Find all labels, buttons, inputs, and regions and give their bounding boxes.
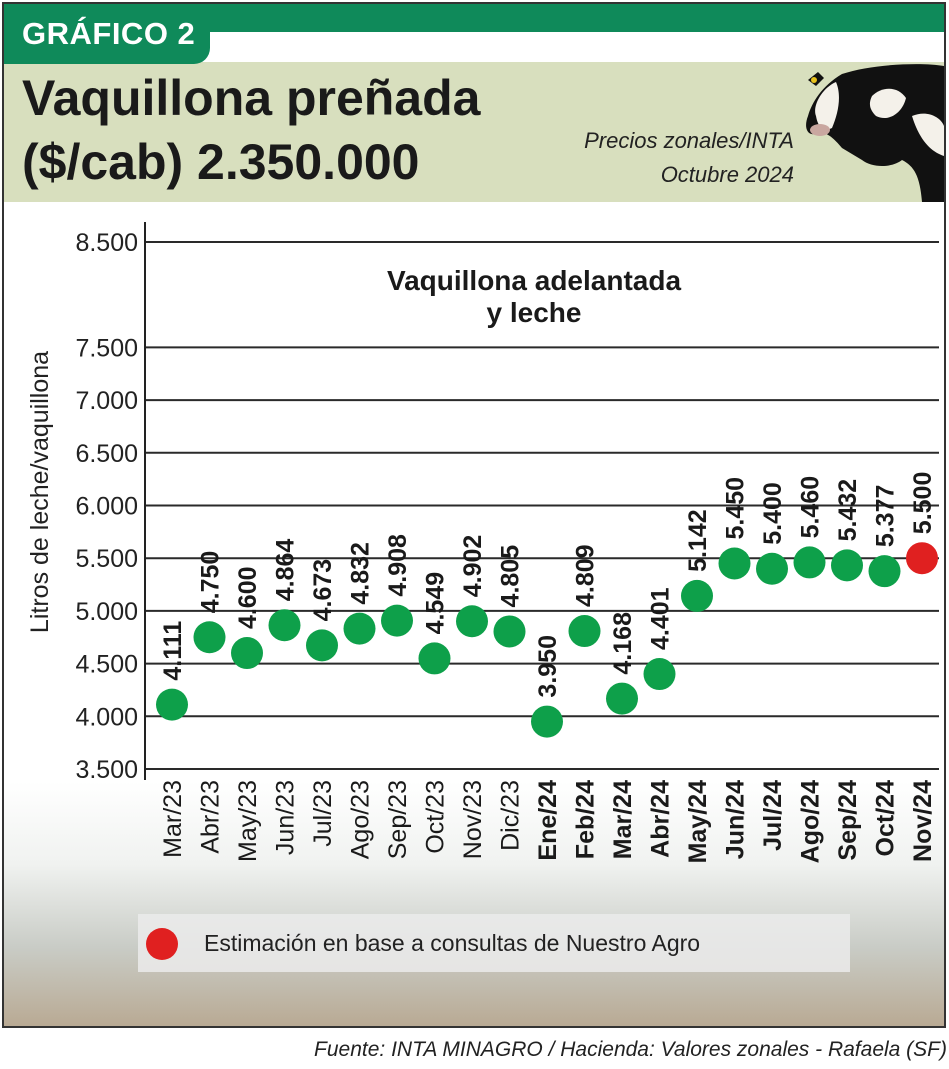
- chart-area: 3.500 4.000 4.500 5.000 5.500 6.000 6.500 7.000…: [4, 202, 944, 1026]
- y-tick-label: 7.000: [75, 387, 138, 415]
- gridlines: [145, 241, 939, 770]
- graphic-tag-label: GRÁFICO 2: [22, 16, 196, 51]
- data-point: [493, 615, 526, 648]
- value-label: 4.750: [197, 551, 225, 614]
- y-tick-labels: 3.500 4.000 4.500 5.000 5.500 6.000 6.500 7.000…: [75, 229, 138, 784]
- y-tick-label: 4.000: [75, 703, 138, 731]
- x-tick-label: Feb/24: [572, 780, 600, 859]
- value-label: 3.950: [534, 635, 562, 698]
- data-point: [381, 604, 413, 637]
- chart-title-line-1: Vaquillona adelantada: [387, 265, 682, 296]
- data-point: [531, 705, 563, 738]
- graphic-tag: GRÁFICO 2: [4, 4, 210, 64]
- value-label: 5.460: [797, 476, 825, 539]
- x-tick-label: Jun/23: [272, 780, 300, 855]
- value-label: 5.377: [872, 485, 900, 548]
- legend-text: Estimación en base a consultas de Nuestr…: [204, 930, 701, 956]
- y-tick-label: 4.500: [75, 651, 138, 679]
- value-label: 4.401: [647, 587, 675, 650]
- value-label: 4.902: [459, 535, 487, 598]
- x-tick-label: Oct/24: [872, 780, 900, 857]
- value-label: 5.432: [834, 479, 862, 542]
- estimate-point: [906, 542, 938, 575]
- data-points: 4.111 4.750 4.600 4.864 4.673 4.832 4.908 4.549…: [156, 472, 938, 738]
- value-label: 4.111: [159, 621, 187, 681]
- y-tick-label: 5.500: [75, 545, 138, 573]
- x-tick-label: Jun/24: [722, 780, 750, 859]
- x-tick-label: Dic/23: [497, 780, 525, 851]
- source-line-1: Precios zonales/INTA: [584, 128, 794, 153]
- data-point: [643, 658, 676, 691]
- data-point: [156, 688, 188, 721]
- infographic-frame: GRÁFICO 2 Vaquillona preñada ($/cab) 2.3…: [2, 2, 946, 1028]
- data-point: [193, 621, 226, 654]
- value-label: 5.400: [759, 482, 787, 545]
- data-point: [831, 549, 863, 582]
- headline-line-1: Vaquillona preñada: [22, 70, 481, 126]
- data-point: [868, 555, 901, 588]
- y-tick-label: 6.000: [75, 493, 138, 521]
- value-label: 4.805: [497, 545, 525, 608]
- value-label: 4.908: [384, 534, 412, 597]
- x-tick-label: Jul/24: [759, 780, 787, 851]
- header-panel: [4, 62, 944, 202]
- x-tick-label: Ago/24: [797, 780, 825, 863]
- data-point: [306, 629, 338, 662]
- y-tick-label: 3.500: [75, 756, 138, 784]
- data-point: [456, 605, 488, 638]
- value-label: 5.500: [909, 472, 937, 535]
- x-tick-label: Mar/23: [159, 780, 187, 858]
- data-point: [756, 552, 788, 585]
- x-tick-label: Nov/23: [459, 780, 487, 859]
- data-point: [718, 547, 751, 580]
- x-tick-labels: Mar/23 Abr/23 May/23 Jun/23 Jul/23 Ago/23 Sep/…: [159, 780, 937, 863]
- data-point: [568, 615, 601, 648]
- data-point: [681, 579, 713, 612]
- scatter-chart: 3.500 4.000 4.500 5.000 5.500 6.000 6.500 7.000…: [26, 222, 939, 863]
- source-line-2: Octubre 2024: [660, 162, 794, 187]
- chart-title-line-2: y leche: [487, 297, 582, 328]
- value-label: 5.142: [684, 509, 712, 572]
- value-label: 5.450: [722, 477, 750, 540]
- x-tick-label: Mar/24: [609, 780, 637, 859]
- x-tick-label: Ago/23: [347, 780, 375, 859]
- x-tick-label: Nov/24: [909, 780, 937, 862]
- data-point: [231, 637, 263, 670]
- value-label: 4.864: [272, 539, 300, 602]
- x-tick-label: May/23: [234, 780, 262, 862]
- x-tick-label: Oct/23: [422, 780, 450, 854]
- x-tick-label: Sep/23: [384, 780, 412, 859]
- cow-illustration: [806, 64, 944, 202]
- data-point: [343, 612, 376, 645]
- y-tick-label: 6.500: [75, 440, 138, 468]
- x-tick-label: Ene/24: [534, 780, 562, 861]
- y-tick-label: 7.500: [75, 334, 138, 362]
- data-point: [606, 682, 638, 715]
- value-label: 4.600: [234, 566, 262, 629]
- data-point: [268, 609, 301, 642]
- value-label: 4.168: [609, 612, 637, 675]
- y-tick-label: 8.500: [75, 229, 138, 257]
- x-tick-label: Abr/24: [647, 780, 675, 858]
- x-tick-label: Jul/23: [309, 780, 337, 847]
- headline-line-2: ($/cab) 2.350.000: [22, 134, 420, 190]
- data-point: [418, 642, 451, 675]
- value-label: 4.832: [347, 542, 375, 605]
- x-tick-label: May/24: [684, 780, 712, 863]
- y-axis-label: Litros de leche/vaquillona: [26, 351, 54, 633]
- estimate-marker-icon: [146, 928, 178, 960]
- value-label: 4.549: [422, 572, 450, 635]
- legend: Estimación en base a consultas de Nuestr…: [138, 914, 850, 972]
- value-label: 4.809: [572, 544, 600, 607]
- x-tick-label: Sep/24: [834, 780, 862, 861]
- data-point: [793, 546, 826, 579]
- source-footer: Fuente: INTA MINAGRO / Hacienda: Valores…: [314, 1038, 947, 1061]
- x-tick-label: Abr/23: [197, 780, 225, 854]
- value-label: 4.673: [309, 559, 337, 622]
- y-tick-label: 5.000: [75, 598, 138, 626]
